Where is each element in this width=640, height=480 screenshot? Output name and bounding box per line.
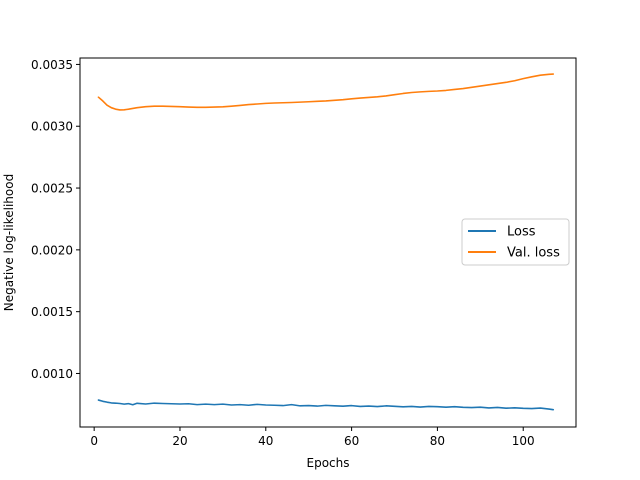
axes-frame xyxy=(79,57,577,428)
x-tick-label: 0 xyxy=(90,434,98,448)
y-tick-label: 0.0010 xyxy=(31,367,73,381)
series-line-loss xyxy=(97,399,555,411)
y-tick-label: 0.0035 xyxy=(31,58,73,72)
x-tick-label: 40 xyxy=(258,434,273,448)
legend-label-loss: Loss xyxy=(507,225,536,240)
x-tick-label: 20 xyxy=(172,434,187,448)
plot-area xyxy=(97,73,555,411)
y-axis-title: Negative log-likelihood xyxy=(2,174,16,311)
legend-label-val-loss: Val. loss xyxy=(507,246,560,261)
x-tick-label: 100 xyxy=(512,434,535,448)
series-line-val-loss xyxy=(97,73,555,111)
y-tick-label: 0.0025 xyxy=(31,182,73,196)
y-axis-ticks: 0.0010 0.0015 0.0020 0.0025 0.0030 0.0035 xyxy=(31,58,80,381)
x-tick-label: 60 xyxy=(344,434,359,448)
legend: Loss Val. loss xyxy=(461,218,570,266)
y-tick-label: 0.0015 xyxy=(31,305,73,319)
x-axis-title: Epochs xyxy=(307,456,350,470)
x-tick-label: 80 xyxy=(430,434,445,448)
y-tick-label: 0.0030 xyxy=(31,120,73,134)
x-axis-ticks: 0 20 40 60 80 100 xyxy=(90,427,535,448)
y-tick-label: 0.0020 xyxy=(31,243,73,257)
